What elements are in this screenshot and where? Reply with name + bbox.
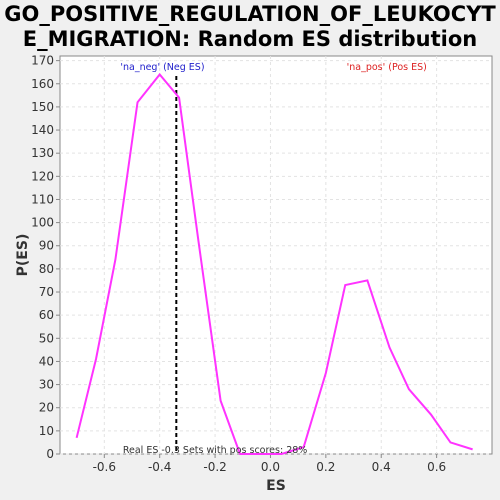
plot-area <box>60 56 492 454</box>
y-tick-label: 80 <box>39 262 54 276</box>
x-tick-label: 0.4 <box>372 460 391 474</box>
pos-es-label: 'na_pos' (Pos ES) <box>347 62 427 73</box>
y-tick-label: 100 <box>31 216 54 230</box>
x-axis-label: ES <box>266 478 286 494</box>
x-axis: -0.6 -0.4 -0.2 0.0 0.2 0.4 0.6 <box>93 454 447 474</box>
y-tick-label: 110 <box>31 192 54 206</box>
real-es-annotation: Real ES -0.3 Sets with pos scores: 28% <box>123 445 307 456</box>
y-tick-label: 140 <box>31 123 54 137</box>
y-tick-label: 10 <box>39 424 54 438</box>
y-tick-label: 20 <box>39 401 54 415</box>
x-tick-label: -0.6 <box>93 460 116 474</box>
y-tick-label: 30 <box>39 378 54 392</box>
y-tick-label: 150 <box>31 100 54 114</box>
y-tick-label: 70 <box>39 285 54 299</box>
y-axis: 0 10 20 30 40 50 60 70 80 90 100 110 120 130 140 150 160… <box>31 54 60 461</box>
x-tick-label: 0.0 <box>261 460 280 474</box>
x-tick-label: -0.4 <box>148 460 171 474</box>
y-tick-label: 160 <box>31 77 54 91</box>
x-tick-label: 0.6 <box>427 460 446 474</box>
neg-es-label: 'na_neg' (Neg ES) <box>120 62 204 73</box>
y-tick-label: 40 <box>39 354 54 368</box>
x-tick-label: -0.2 <box>203 460 226 474</box>
y-tick-label: 60 <box>39 308 54 322</box>
y-tick-label: 120 <box>31 169 54 183</box>
y-tick-label: 50 <box>39 331 54 345</box>
y-tick-label: 0 <box>46 447 54 461</box>
y-axis-label: P(ES) <box>15 234 31 277</box>
x-tick-label: 0.2 <box>316 460 335 474</box>
y-tick-label: 170 <box>31 54 54 68</box>
y-tick-label: 90 <box>39 239 54 253</box>
y-tick-label: 130 <box>31 146 54 160</box>
